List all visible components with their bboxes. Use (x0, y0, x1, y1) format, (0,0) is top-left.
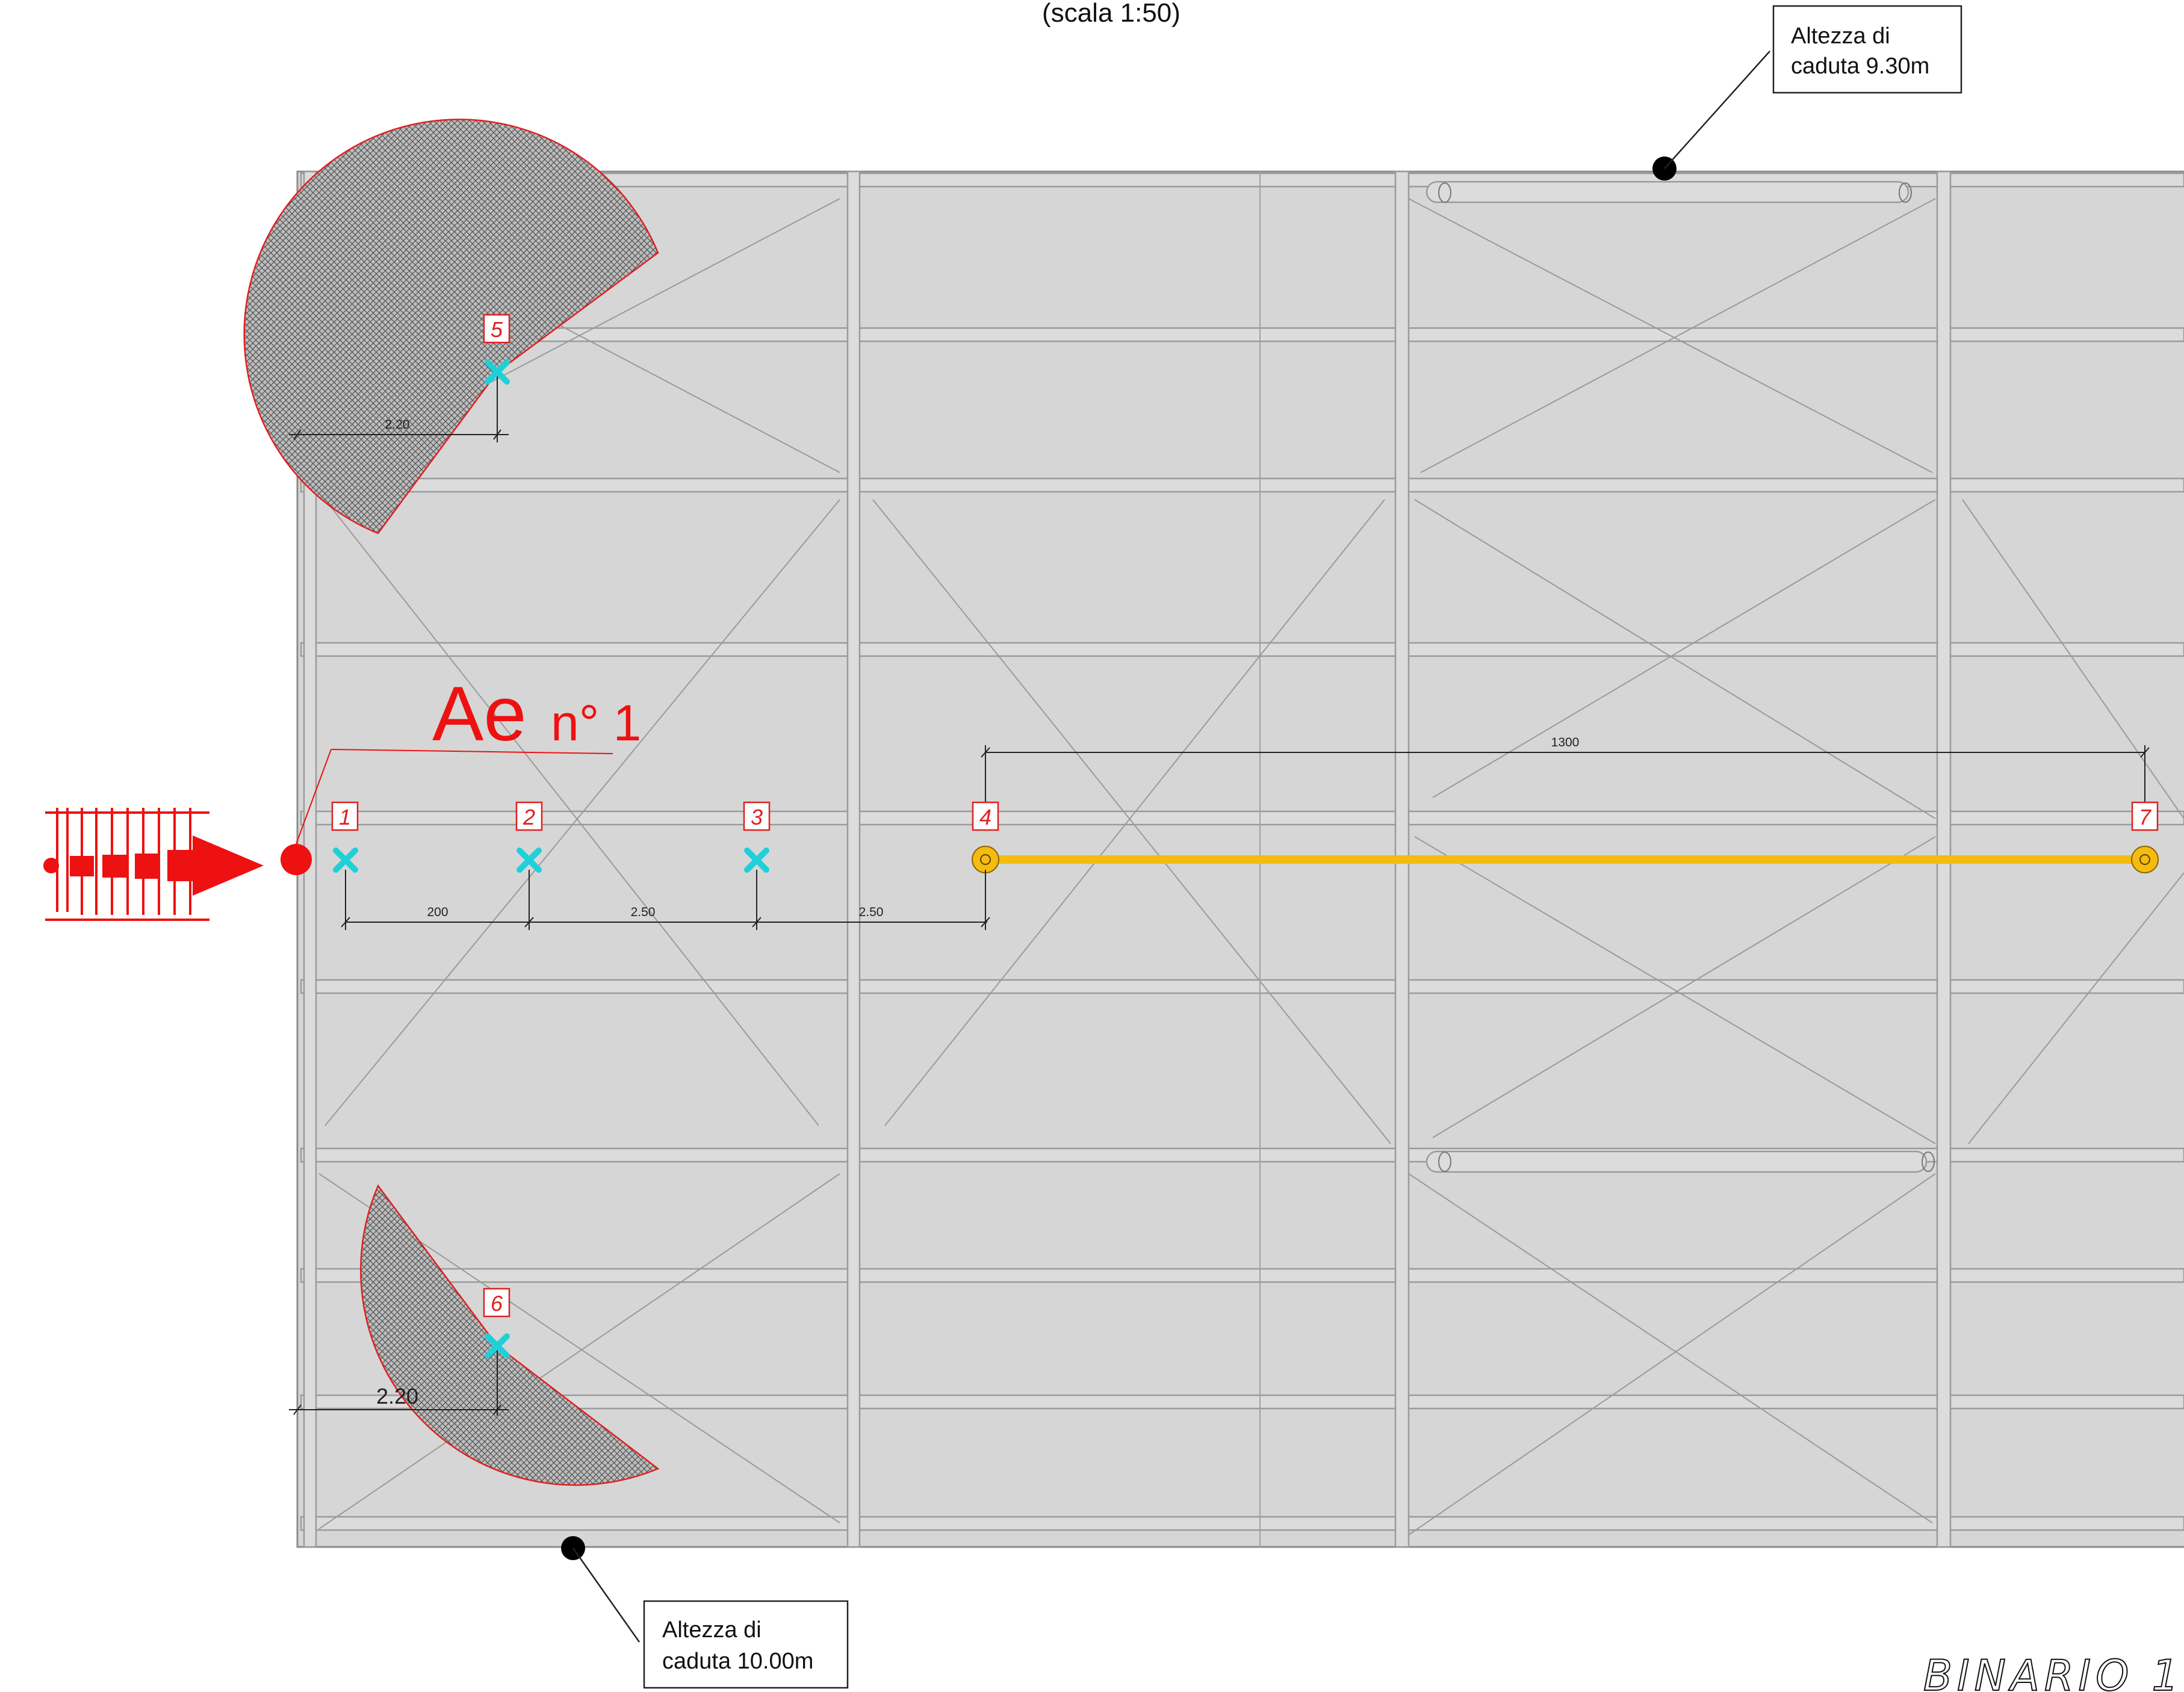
radius-dimension-bottom: 2.20 (289, 1346, 509, 1416)
tag-1: 1 (331, 801, 359, 831)
fall-height-bottom-line1: Altezza di (662, 1617, 762, 1643)
anchor-2[interactable] (517, 848, 542, 873)
access-point-number: n° 1 (551, 695, 641, 751)
svg-text:2: 2 (523, 805, 535, 829)
fall-height-callout-top: Altezza di caduta 9.30m (1652, 5, 1962, 181)
svg-text:7: 7 (2139, 805, 2152, 829)
access-point-marker[interactable] (281, 844, 312, 875)
tag-7: 7 (2131, 801, 2159, 831)
tag-3: 3 (743, 801, 771, 831)
fall-height-top-line1: Altezza di (1791, 23, 1890, 49)
lifeline-end-7[interactable] (2131, 846, 2159, 873)
svg-text:3: 3 (751, 805, 763, 829)
anchor-spacing-dimensions: 200 2.50 2.50 (341, 870, 990, 930)
anchor-3[interactable] (744, 848, 769, 873)
anchor-6[interactable] (485, 1333, 510, 1359)
fall-zone-top (243, 119, 659, 535)
lifeline-end-4[interactable] (972, 846, 999, 873)
fall-height-bottom-line2: caduta 10.00m (662, 1649, 813, 1674)
access-point-code: Ae (432, 671, 527, 757)
purlins (300, 172, 2184, 1531)
tag-6: 6 (483, 1288, 510, 1318)
spacing-label-2: 2.50 (631, 905, 656, 919)
fall-height-callout-bottom: Altezza di caduta 10.00m (561, 1536, 849, 1689)
tag-2: 2 (515, 801, 543, 831)
scale-label: (scala 1:50) (1042, 0, 1180, 28)
ladder-access-arrow-icon (43, 808, 264, 921)
radius-dimension-top: 2.20 (289, 372, 509, 442)
tag-5: 5 (483, 314, 510, 344)
access-point-label: Ae n° 1 (296, 671, 641, 844)
radius-label-bottom: 2.20 (376, 1384, 418, 1408)
svg-text:6: 6 (491, 1291, 503, 1316)
radius-label-top: 2.20 (385, 418, 410, 432)
lifeline-dimension: 1300 (981, 736, 2150, 807)
anchor-5[interactable] (485, 359, 510, 385)
lifeline-length-label: 1300 (1551, 736, 1580, 749)
roof-vents (1425, 181, 1935, 1173)
svg-text:4: 4 (979, 805, 991, 829)
spacing-label-3: 2.50 (859, 905, 884, 919)
track-label: BINARIO 1 (1923, 1651, 2183, 1692)
svg-text:5: 5 (491, 317, 503, 342)
svg-text:1: 1 (339, 805, 351, 829)
fall-height-top-line2: caduta 9.30m (1791, 54, 1929, 79)
tag-4: 4 (972, 801, 999, 831)
anchor-1[interactable] (333, 848, 358, 873)
spacing-label-1: 200 (427, 905, 448, 919)
